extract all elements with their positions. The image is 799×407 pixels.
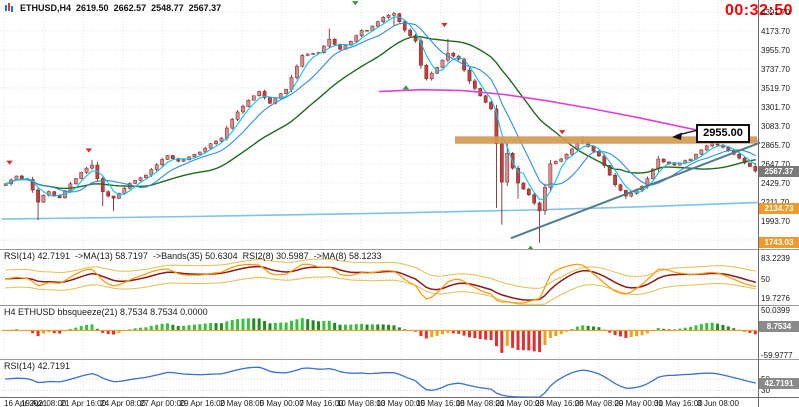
down-arrow-icon [85,148,93,153]
time-axis-label: 21 Apr 16:00 [60,399,107,407]
price-axis-label: 2865.70 [761,141,790,150]
indicator-axis-label: 83.2239 [761,253,790,263]
time-axis-label: 31 May 16:00 [654,399,703,407]
time-axis-label: 15 May 16:00 [416,399,465,407]
ma-mid-blue-line [5,22,756,193]
resistance-price-callout[interactable]: 2955.00 [696,124,750,143]
trendline [510,141,761,239]
indicator-axis-label: 50.0399 [761,306,790,316]
symbol-info: ETHUSD,H4 2619.50 2662.57 2548.77 2567.3… [4,2,221,13]
price-tag: 1743.03 [759,237,799,249]
indicator-header-rsi14: RSI(14) 42.7191 [4,361,71,371]
candle-countdown-timer: 00:32:50 [724,2,793,19]
time-axis-label: 7 May 16:00 [299,399,344,407]
time-axis-label: 2 May 08:00 [220,399,265,407]
price-axis-label: 3737.70 [761,65,790,74]
up-arrow-icon [402,85,410,90]
ohlc-open: 2619.50 [76,2,109,13]
price-axis-label: 3083.70 [761,122,790,131]
price-tag: 2567.37 [759,165,799,177]
down-arrow-icon [559,130,566,135]
time-axis-label: 29 Apr 16:00 [179,399,226,407]
ma-fast-cyan-line [5,16,756,200]
resistance-zone[interactable] [455,136,757,144]
price-axis-label: 2429.70 [761,179,790,188]
time-axis-label: 13 May 00:00 [376,399,425,407]
indicator-axis-label: 50 [761,274,770,284]
time-axis-label: 26 May 08:00 [574,399,624,407]
indicator-axis-label: 30 [761,386,770,396]
time-axis-label: 16 Apr 2021 [4,399,48,407]
bbsqueeze-histogram [4,318,757,353]
symbol-timeframe-label: ETHUSD,H4 [20,2,72,13]
ohlc-high: 2662.57 [113,2,147,13]
ma-long-lightblue-line [1,201,758,220]
price-axis-label: 4173.70 [761,27,790,36]
rsi-line [5,263,756,304]
rsi-band-upper-line [5,258,756,289]
time-axis-label: 29 May 00:00 [614,399,663,407]
down-arrow-icon [352,1,359,6]
price-axis-label: 4391.70 [761,8,790,17]
resistance-arrow-head [672,132,682,140]
time-axis-label: 21 May 00:00 [495,399,544,407]
rsi14-line [5,366,756,398]
ohlc-low: 2548.77 [151,2,184,13]
indicator-value-tag: 8.7534 [759,321,799,333]
indicator-header-bbsqueeze: H4 ETHUSD bbsqueeze(21) 8.7534 8.7534 0.… [4,307,208,317]
rsi-ma-line [4,265,757,301]
time-axis-label: 23 May 16:00 [535,399,584,407]
price-axis-label: 1993.70 [761,217,790,226]
price-axis-label: 2647.70 [761,160,790,169]
candles [3,12,758,243]
time-axis-label: 10 May 08:00 [336,399,386,407]
down-arrow-icon [441,22,448,28]
rsi-band-lower-line [5,276,756,305]
time-axis-label: 3 Jun 08:00 [697,399,739,407]
ohlc-close: 2567.37 [188,2,222,13]
time-axis-label: 27 Apr 00:00 [139,399,186,407]
signal-arrows [6,1,737,250]
indicator-axis-label: -59.9777 [761,350,793,360]
down-arrow-icon [6,160,13,165]
indicator-axis-label: 19.7276 [761,294,790,304]
time-axis-label: 18 May 08:00 [455,399,505,407]
price-axis-label: 3519.70 [761,84,790,93]
chart-icon [5,3,13,12]
price-axis-label: 3955.70 [761,46,790,55]
price-axis-label: 2211.70 [761,198,789,207]
time-axis-label: 5 May 00:00 [259,399,304,407]
price-tag: 2134.73 [759,203,799,215]
up-arrow-icon [527,245,534,250]
ma-slow-green-line [5,35,756,190]
indicator-value-tag: 42.7191 [759,377,799,389]
time-axis-label: 24 Apr 08:00 [100,399,146,407]
indicator-header-rsi-multi: RSI(14) 42.7191 ->MA(13) 58.7197 ->Bands… [4,251,382,261]
time-axis-label: 19 Apr 08:00 [20,399,67,407]
price-axis-label: 3301.70 [761,103,790,112]
